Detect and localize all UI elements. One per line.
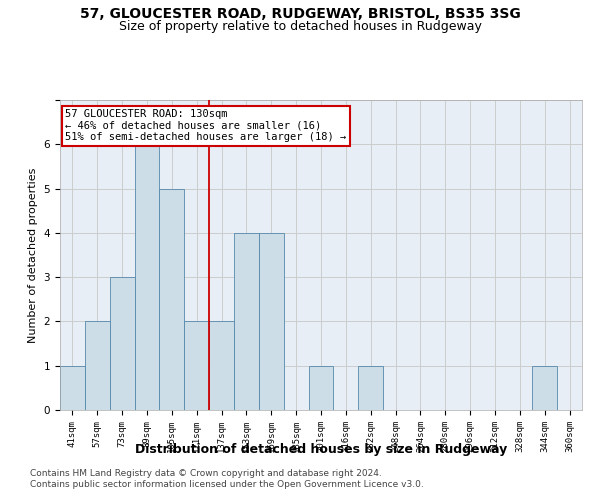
Text: Contains HM Land Registry data © Crown copyright and database right 2024.: Contains HM Land Registry data © Crown c… (30, 468, 382, 477)
Bar (209, 322, 234, 410)
Bar (134, 144, 160, 410)
Text: Distribution of detached houses by size in Rudgeway: Distribution of detached houses by size … (135, 442, 507, 456)
Bar (60, 366, 85, 410)
Text: 57, GLOUCESTER ROAD, RUDGEWAY, BRISTOL, BS35 3SG: 57, GLOUCESTER ROAD, RUDGEWAY, BRISTOL, … (80, 8, 520, 22)
Bar (259, 233, 284, 410)
Bar (308, 366, 334, 410)
Bar (234, 233, 259, 410)
Bar (184, 322, 209, 410)
Bar (532, 366, 557, 410)
Text: Size of property relative to detached houses in Rudgeway: Size of property relative to detached ho… (119, 20, 481, 33)
Text: Contains public sector information licensed under the Open Government Licence v3: Contains public sector information licen… (30, 480, 424, 489)
Text: 57 GLOUCESTER ROAD: 130sqm
← 46% of detached houses are smaller (16)
51% of semi: 57 GLOUCESTER ROAD: 130sqm ← 46% of deta… (65, 110, 346, 142)
Bar (358, 366, 383, 410)
Bar (160, 188, 184, 410)
Y-axis label: Number of detached properties: Number of detached properties (28, 168, 38, 342)
Bar (110, 277, 134, 410)
Bar (85, 322, 110, 410)
